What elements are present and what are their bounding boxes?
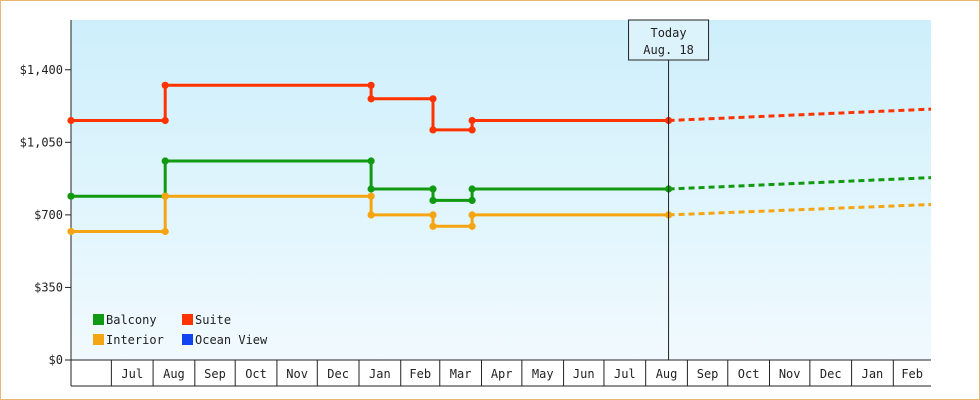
series-line-balcony [71,159,669,202]
data-point-interior [367,192,375,200]
legend-swatch-interior [93,334,104,345]
legend-swatch-suite [182,314,193,325]
series-layer [67,81,932,236]
x-tick-label: Aug [656,367,678,381]
x-tick-label: May [532,367,554,381]
data-point-interior [429,211,437,219]
data-point-balcony [429,185,437,193]
legend-swatch-balcony [93,314,104,325]
x-tick-label: Feb [409,367,431,381]
data-point-suite [429,126,437,134]
data-point-suite [367,81,375,89]
data-point-interior [468,211,476,219]
y-tick-label: $350 [34,280,63,294]
legend-label-ocean-view: Ocean View [195,333,268,347]
x-tick-label: Nov [779,367,801,381]
x-tick-label: Oct [738,367,760,381]
data-point-balcony [429,196,437,204]
series-line-interior [71,194,669,233]
x-tick-label: Dec [327,367,349,381]
axes [65,20,931,387]
data-point-balcony [468,196,476,204]
data-point-suite [468,116,476,125]
x-tick-label: Dec [820,367,842,381]
data-point-suite [367,95,375,103]
x-tick-label: Jan [369,367,391,381]
data-point-balcony [67,192,75,200]
x-tick-label: Jan [862,367,884,381]
data-point-suite [429,95,437,103]
data-point-balcony [367,157,375,165]
today-date-label: Aug. 18 [643,43,694,57]
forecast-line-interior [668,203,932,217]
tick-labels: $0 $350 $700 $1,050 $1,400 Jul Aug Sep Oct Nov Dec… [20,63,923,381]
data-point-balcony [161,157,169,165]
x-tick-label: Aug [163,367,185,381]
x-tick-label: Feb [901,367,923,381]
data-point-balcony [468,185,476,193]
data-point-suite [468,126,476,134]
data-point-interior [161,192,169,200]
x-tick-label: Jul [121,367,143,381]
x-tick-label: Oct [245,367,267,381]
y-tick-label: $1,050 [20,135,63,149]
legend-label-suite: Suite [195,313,231,327]
data-point-suite [67,116,75,125]
forecast-line-balcony [668,176,932,191]
today-box [628,19,710,61]
x-tick-label: Jun [573,367,595,381]
data-point-interior [161,227,169,236]
legend: Balcony Suite Interior Ocean View [93,313,268,347]
data-point-interior [367,211,375,219]
y-tick-label: $0 [49,353,63,367]
y-tick-label: $1,400 [20,63,63,77]
data-point-balcony [367,185,375,193]
data-point-interior [67,227,75,236]
data-point-suite [161,81,169,89]
legend-swatch-ocean-view [182,334,193,345]
x-tick-label: Apr [491,367,513,381]
x-tick-label: Nov [286,367,308,381]
today-label: Today [650,26,686,40]
legend-label-interior: Interior [106,333,164,347]
x-tick-label: Jul [614,367,636,381]
y-tick-label: $700 [34,208,63,222]
forecast-line-suite [668,107,932,122]
data-point-suite [161,116,169,125]
data-point-interior [429,222,437,230]
legend-label-balcony: Balcony [106,313,157,327]
x-tick-label: Mar [450,367,472,381]
x-tick-label: Sep [697,367,719,381]
series-line-suite [71,83,669,132]
x-tick-label: Sep [204,367,226,381]
data-point-interior [468,222,476,230]
today-marker: Today Aug. 18 [628,19,710,360]
